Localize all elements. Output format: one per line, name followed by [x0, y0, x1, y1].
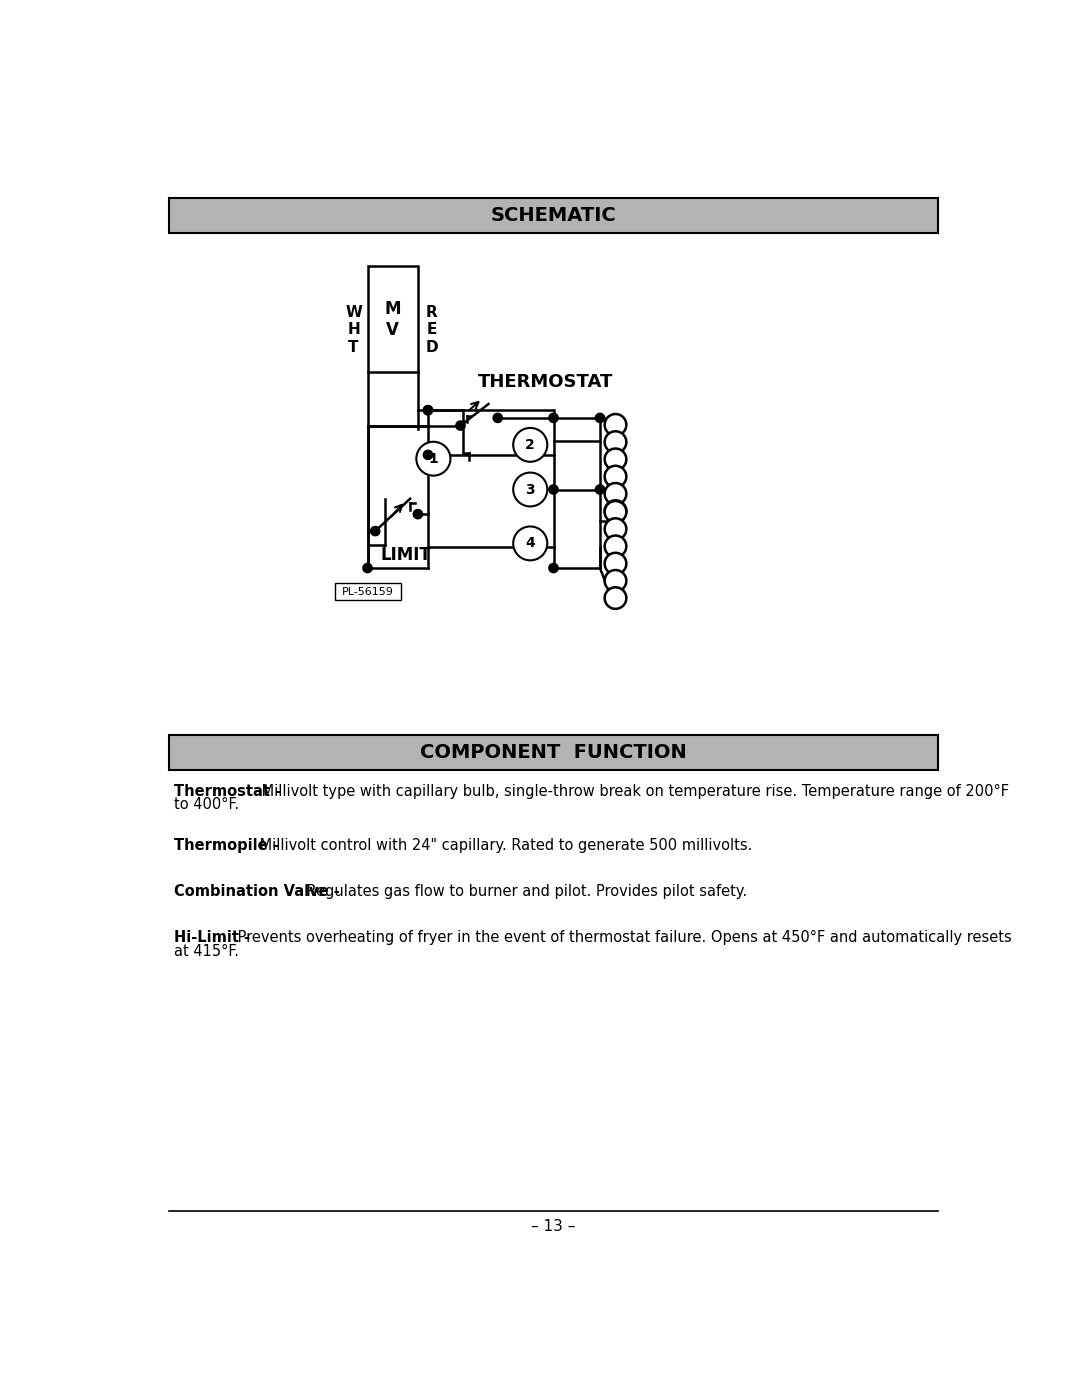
Circle shape [416, 441, 450, 475]
Circle shape [549, 414, 558, 422]
Circle shape [605, 518, 626, 539]
Text: 1: 1 [429, 451, 438, 465]
Circle shape [513, 527, 548, 560]
Circle shape [605, 432, 626, 453]
Text: Millivolt control with 24" capillary. Rated to generate 500 millivolts.: Millivolt control with 24" capillary. Ra… [255, 838, 753, 852]
Text: Hi-Limit -: Hi-Limit - [174, 930, 249, 944]
Text: COMPONENT  FUNCTION: COMPONENT FUNCTION [420, 743, 687, 761]
Text: Combination Valve -: Combination Valve - [174, 884, 339, 898]
Text: THERMOSTAT: THERMOSTAT [478, 373, 613, 391]
Circle shape [513, 472, 548, 507]
Text: M
V: M V [384, 300, 401, 338]
Circle shape [605, 553, 626, 574]
Circle shape [423, 405, 433, 415]
Text: 3: 3 [526, 482, 535, 496]
Bar [428, 411, 554, 548]
Bar [335, 584, 401, 601]
Text: 4: 4 [525, 536, 535, 550]
Text: Thermopile -: Thermopile - [174, 838, 279, 852]
Text: 2: 2 [525, 437, 535, 451]
Text: Regulates gas flow to burner and pilot. Provides pilot safety.: Regulates gas flow to burner and pilot. … [302, 884, 747, 898]
Circle shape [363, 563, 373, 573]
Circle shape [549, 485, 558, 495]
Circle shape [605, 465, 626, 488]
Bar [170, 198, 937, 233]
Text: PL-56159: PL-56159 [341, 587, 393, 597]
Circle shape [605, 414, 626, 436]
Circle shape [370, 527, 380, 535]
Text: W
H
T: W H T [346, 305, 362, 355]
Circle shape [605, 448, 626, 471]
Text: – 13 –: – 13 – [531, 1220, 576, 1234]
Circle shape [605, 535, 626, 557]
Circle shape [549, 563, 558, 573]
Circle shape [513, 427, 548, 462]
Circle shape [605, 483, 626, 504]
Text: SCHEMATIC: SCHEMATIC [490, 205, 617, 225]
Bar [367, 267, 418, 373]
Circle shape [494, 414, 502, 422]
Circle shape [605, 587, 626, 609]
Circle shape [605, 500, 626, 522]
Bar [170, 735, 937, 770]
Circle shape [595, 414, 605, 422]
Text: Millivolt type with capillary bulb, single-throw break on temperature rise. Temp: Millivolt type with capillary bulb, sing… [257, 784, 1009, 799]
Circle shape [423, 450, 433, 460]
Circle shape [456, 420, 465, 430]
Text: Thermostat -: Thermostat - [174, 784, 281, 799]
Text: Prevents overheating of fryer in the event of thermostat failure. Opens at 450°F: Prevents overheating of fryer in the eve… [233, 930, 1012, 944]
Circle shape [605, 502, 626, 522]
Text: to 400°F.: to 400°F. [174, 798, 239, 813]
Circle shape [414, 510, 422, 518]
Text: LIMIT: LIMIT [381, 546, 432, 564]
Text: at 415°F.: at 415°F. [174, 944, 239, 958]
Circle shape [605, 570, 626, 591]
Circle shape [423, 405, 433, 415]
Text: R
E
D: R E D [426, 305, 438, 355]
Circle shape [595, 485, 605, 495]
